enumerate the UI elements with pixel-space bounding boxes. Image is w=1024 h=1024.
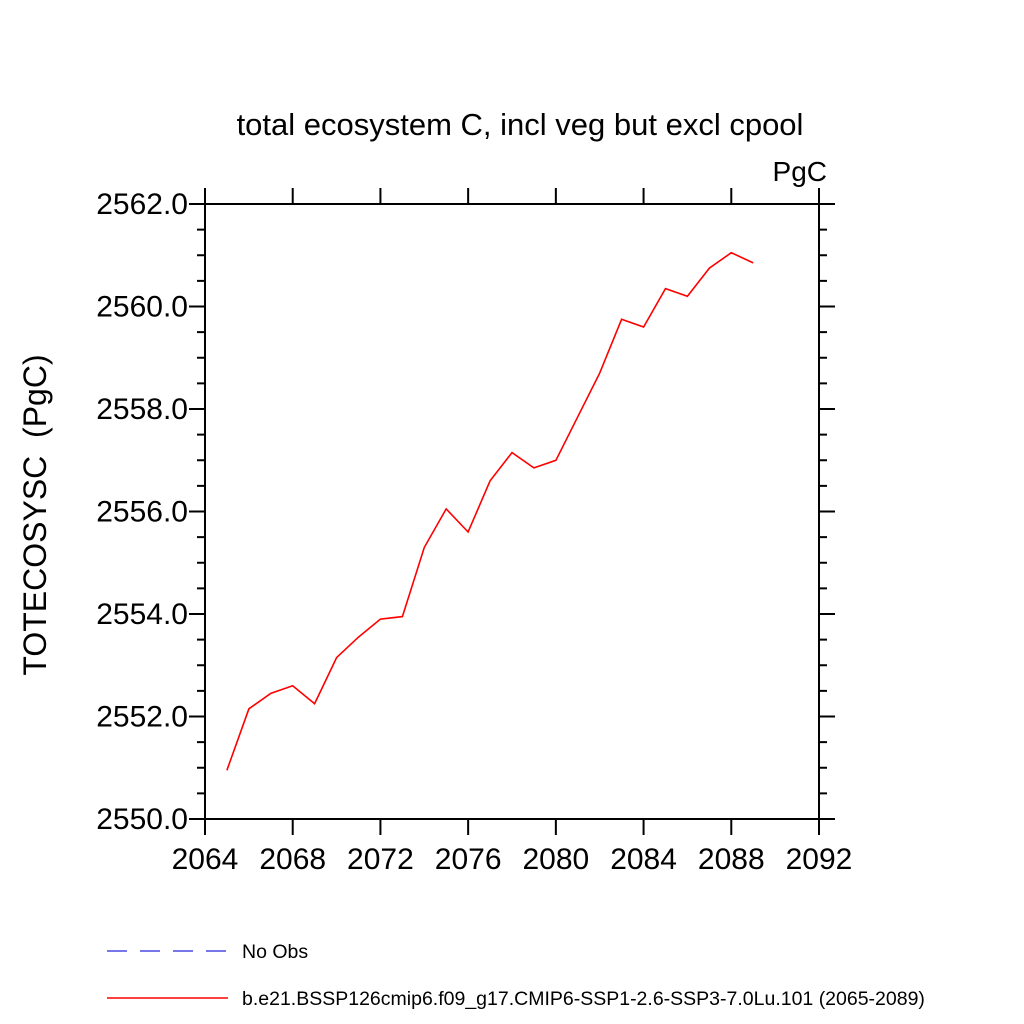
y-tick-label: 2552.0 xyxy=(96,701,188,734)
legend-label-series: b.e21.BSSP126cmip6.f09_g17.CMIP6-SSP1-2.… xyxy=(242,988,925,1010)
y-tick-label: 2550.0 xyxy=(96,803,188,836)
x-tick-label: 2076 xyxy=(435,843,502,876)
x-tick-label: 2068 xyxy=(259,843,326,876)
plot-area: 2064 2068 2072 2076 2080 2084 2088 2092 2550.0 25… xyxy=(96,188,852,876)
x-tick-label: 2072 xyxy=(347,843,414,876)
legend-label-no-obs: No Obs xyxy=(242,941,308,963)
y-tick-label: 2554.0 xyxy=(96,598,188,631)
x-tick-label: 2084 xyxy=(610,843,677,876)
y-tick-label: 2558.0 xyxy=(96,393,188,426)
x-tick-label: 2080 xyxy=(522,843,589,876)
y-tick-label: 2562.0 xyxy=(96,188,188,221)
y-tick-label: 2560.0 xyxy=(96,291,188,324)
x-tick-label: 2064 xyxy=(172,843,239,876)
unit-label: PgC xyxy=(773,156,827,187)
plot-border xyxy=(204,203,820,820)
legend: No Obs b.e21.BSSP126cmip6.f09_g17.CMIP6-… xyxy=(107,941,925,1010)
x-tick-label: 2092 xyxy=(786,843,853,876)
y-tick-label: 2556.0 xyxy=(96,496,188,529)
chart-title: total ecosystem C, incl veg but excl cpo… xyxy=(237,107,804,142)
x-tick-label: 2088 xyxy=(698,843,765,876)
y-axis-title: TOTECOSYSC (PgC) xyxy=(17,354,53,675)
series-line xyxy=(226,251,754,771)
